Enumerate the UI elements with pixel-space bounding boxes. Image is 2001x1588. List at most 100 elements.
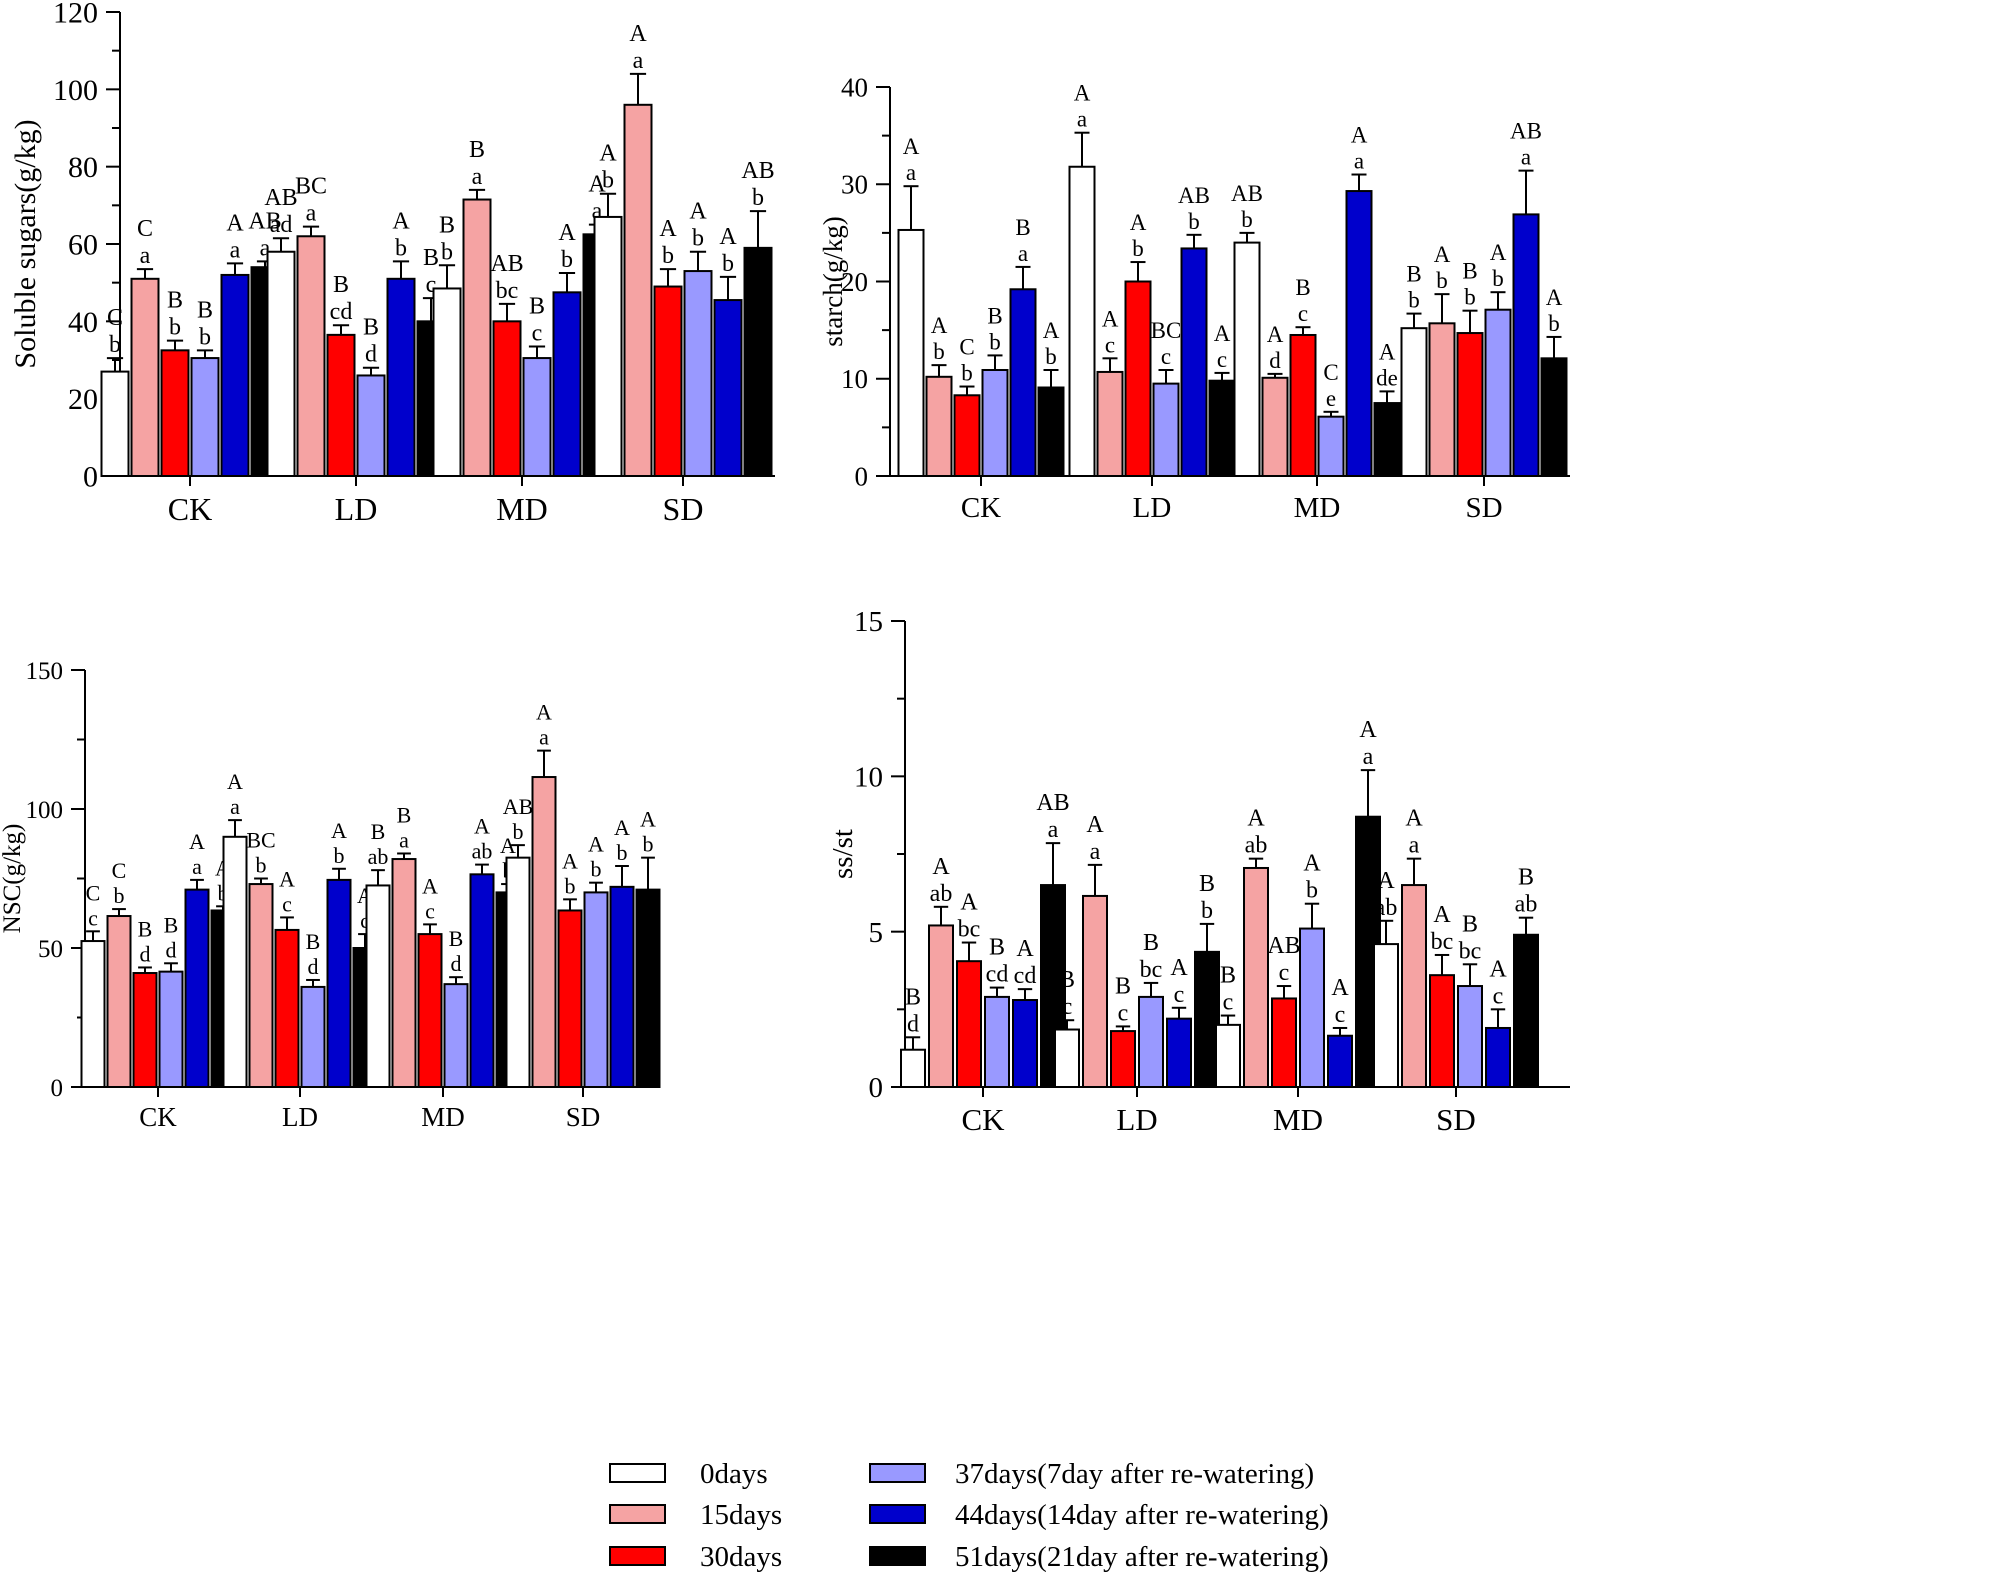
bar-ck-s0	[100, 370, 130, 478]
bar-ld-s2	[1110, 1030, 1136, 1088]
significance-upper: B	[397, 802, 412, 827]
significance-upper: A	[1074, 81, 1091, 106]
x-tick-label-ld: LD	[1133, 492, 1172, 524]
significance-upper: B	[469, 137, 485, 163]
legend-label-2: 30days	[700, 1541, 782, 1573]
significance-lower: a	[1354, 149, 1364, 174]
y-tick-label: 20	[841, 267, 868, 297]
significance-upper: B	[138, 916, 153, 941]
significance-upper: C	[86, 880, 101, 905]
significance-upper: B	[529, 293, 545, 319]
significance-lower: c	[282, 891, 292, 916]
bar-ck-s4	[1009, 288, 1037, 477]
significance-upper: B	[1462, 259, 1477, 284]
bar-ck-s2	[160, 349, 190, 478]
bar-sd-s4	[713, 299, 743, 478]
bar-ck-s4	[1012, 999, 1038, 1088]
nsc-panel: 050100150NSC(g/kg)CKcCbCdBdBaAbALDaAbBCc…	[0, 658, 661, 1132]
significance-upper: B	[439, 212, 455, 238]
significance-lower: b	[1045, 344, 1057, 369]
significance-lower: c	[1279, 960, 1290, 986]
y-tick-label: 0	[869, 1072, 884, 1104]
significance-upper: A	[1377, 868, 1395, 894]
significance-upper: A	[932, 854, 950, 880]
significance-upper: B	[1518, 865, 1534, 891]
bar-md-s0	[1215, 1023, 1241, 1089]
y-tick-label: 5	[869, 917, 884, 949]
significance-lower: b	[334, 843, 345, 868]
bar-sd-s5	[635, 888, 661, 1088]
bar-sd-s3	[1484, 308, 1512, 478]
significance-upper: B	[1015, 215, 1030, 240]
bar-ld-s1	[1082, 894, 1108, 1088]
significance-lower: cd	[986, 962, 1009, 988]
y-tick-label: 100	[26, 797, 64, 824]
significance-upper: A	[903, 134, 920, 159]
bar-ld-s2	[274, 928, 300, 1088]
significance-lower: b	[722, 251, 734, 277]
y-axis-label: Soluble sugars(g/kg)	[9, 119, 42, 368]
bar-ck-s3	[158, 970, 184, 1089]
significance-upper: AB	[1036, 790, 1069, 816]
bar-ck-s0	[897, 228, 925, 477]
bar-sd-s0	[505, 856, 531, 1089]
bar-ld-s2	[326, 333, 356, 477]
y-axis-label: ss/st	[827, 829, 859, 879]
x-tick-label-md: MD	[1294, 492, 1341, 524]
significance-lower: bc	[1459, 938, 1482, 964]
bar-sd-s5	[1513, 933, 1539, 1088]
significance-upper: A	[1331, 975, 1349, 1001]
y-tick-label: 40	[68, 306, 98, 339]
x-tick-label-ck: CK	[168, 491, 212, 527]
bar-ck-s4	[184, 888, 210, 1088]
x-tick-label-md: MD	[1273, 1102, 1323, 1137]
bar-md-s4	[552, 291, 582, 478]
significance-upper: A	[500, 833, 516, 858]
significance-upper: AB	[741, 158, 774, 184]
bar-ld-s4	[326, 878, 352, 1089]
bar-sd-s1	[1428, 322, 1456, 477]
significance-lower: c	[1493, 983, 1504, 1009]
significance-upper: A	[226, 210, 244, 236]
significance-lower: ab	[368, 844, 389, 869]
significance-lower: b	[1188, 209, 1200, 234]
significance-upper: A	[719, 224, 737, 250]
significance-lower: c	[88, 905, 98, 930]
significance-upper: A	[189, 829, 205, 854]
significance-lower: b	[692, 226, 704, 252]
significance-lower: a	[1090, 839, 1101, 865]
significance-upper: BC	[246, 828, 275, 853]
significance-upper: A	[599, 141, 617, 167]
significance-lower: b	[933, 339, 945, 364]
significance-lower: c	[1062, 994, 1073, 1020]
legend-label-4: 44days(14day after re-watering)	[955, 1499, 1329, 1531]
significance-upper: A	[960, 890, 978, 916]
significance-lower: b	[1132, 236, 1144, 261]
significance-upper: B	[197, 297, 213, 323]
legend-swatch-0	[609, 1463, 666, 1483]
bar-sd-s1	[531, 776, 557, 1089]
y-tick-label: 0	[83, 461, 98, 494]
bar-md-s4	[1345, 190, 1373, 477]
significance-lower: b	[1306, 878, 1318, 904]
significance-lower: d	[140, 941, 151, 966]
legend: 0days 15days 30days 37days(7day after re-wa…	[609, 1458, 1329, 1573]
significance-lower: bc	[1140, 957, 1163, 983]
significance-lower: ab	[1515, 892, 1538, 918]
significance-upper: A	[1130, 210, 1147, 235]
y-tick-label: 10	[854, 761, 883, 793]
y-tick-label: 0	[51, 1075, 64, 1102]
significance-lower: d	[1269, 348, 1281, 373]
significance-upper: A	[1490, 240, 1507, 265]
significance-upper: A	[1016, 936, 1034, 962]
significance-lower: bc	[1431, 929, 1454, 955]
bar-ck-s3	[984, 995, 1010, 1089]
x-tick-label-ck: CK	[139, 1102, 177, 1132]
bar-sd-s2	[1456, 332, 1484, 478]
significance-upper: BC	[1151, 318, 1182, 343]
significance-lower: c	[1105, 332, 1115, 357]
x-tick-label-ck: CK	[961, 492, 1001, 524]
y-axis-label: starch(g/kg)	[818, 216, 848, 346]
significance-upper: B	[449, 926, 464, 951]
